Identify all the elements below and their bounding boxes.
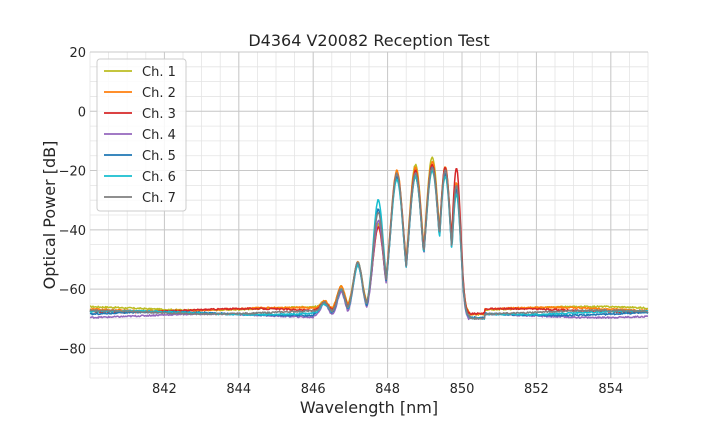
y-tick-label: −40	[59, 224, 86, 239]
y-axis-label: Optical Power [dB]	[40, 141, 59, 290]
legend-label: Ch. 3	[142, 107, 176, 122]
x-tick-label: 852	[524, 382, 549, 397]
legend-label: Ch. 1	[142, 65, 176, 80]
x-tick-label: 844	[226, 382, 251, 397]
x-tick-label: 846	[301, 382, 326, 397]
x-tick-labels: 842 844 846 848 850 852 854	[152, 382, 623, 397]
legend-label: Ch. 5	[142, 149, 176, 164]
legend-box	[96, 58, 187, 212]
legend-label: Ch. 6	[142, 170, 176, 185]
x-tick-label: 850	[450, 382, 475, 397]
y-tick-label: −80	[59, 342, 86, 357]
y-tick-label: −20	[59, 165, 86, 180]
x-tick-label: 842	[152, 382, 177, 397]
series-line-7	[89, 166, 649, 320]
series-lines	[89, 156, 649, 321]
legend-label: Ch. 7	[142, 191, 176, 206]
y-tick-label: −60	[59, 283, 86, 298]
chart-title: D4364 V20082 Reception Test	[248, 31, 489, 50]
y-tick-label: 20	[69, 46, 86, 61]
x-tick-label: 854	[598, 382, 623, 397]
x-tick-label: 848	[375, 382, 400, 397]
legend-label: Ch. 2	[142, 86, 176, 101]
x-axis-label: Wavelength [nm]	[300, 398, 438, 417]
legend-label: Ch. 4	[142, 128, 176, 143]
y-tick-label: 0	[78, 105, 86, 120]
y-tick-labels: 20 0 −20 −40 −60 −80	[59, 46, 86, 357]
legend: Ch. 1 Ch. 2 Ch. 3 Ch. 4 Ch. 5 Ch. 6 Ch. 7	[96, 58, 187, 212]
